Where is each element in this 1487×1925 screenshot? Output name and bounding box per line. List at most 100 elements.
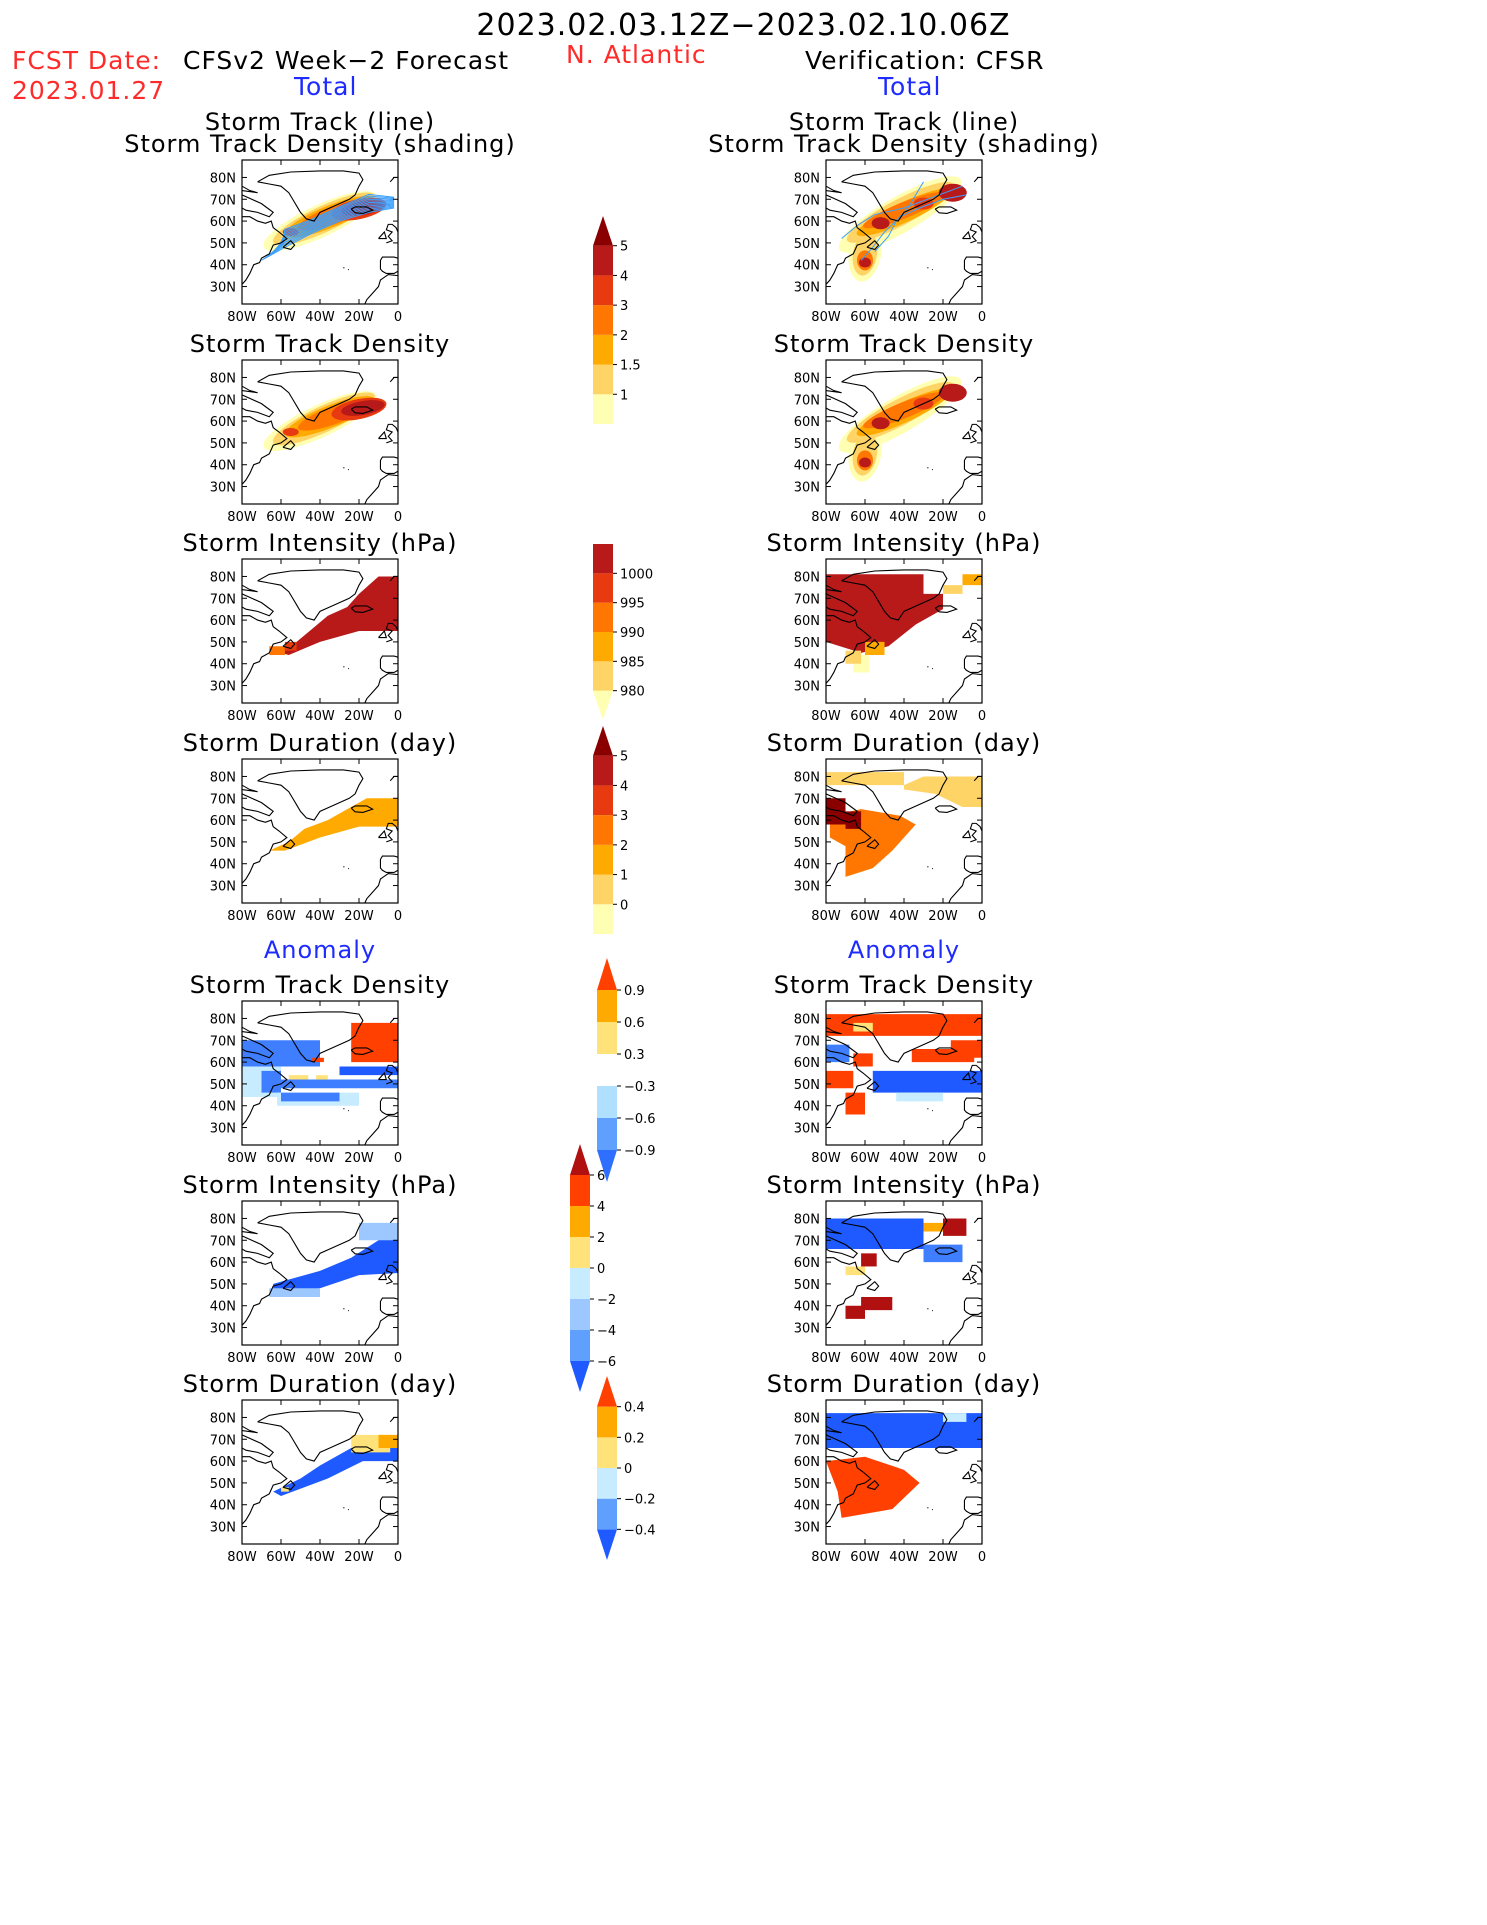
lat-label: 80N [210,1212,236,1227]
lat-label: 50N [794,1078,820,1093]
coastline [257,370,364,422]
lon-label: 40W [889,1550,919,1565]
right-title-track-shading: Storm Track Density (shading) [708,130,1100,158]
coastline [826,1026,842,1035]
right-map-5: 80N 70N 60N 50N 40N 30N 80W 60W 40W 20W 0 [794,1000,986,1166]
lat-label: 80N [210,570,236,585]
coastline [866,239,880,251]
lat-label: 60N [210,1256,236,1271]
lat-label: 80N [794,171,820,186]
left-title-density: Storm Track Density [189,330,451,358]
shade-cell [845,811,862,829]
lon-label: 60W [266,510,296,525]
coastline [282,439,296,451]
colorbar-label: 0 [597,1262,605,1277]
colorbar-swatch [597,1498,617,1530]
left-title-intensity: Storm Intensity (hPa) [182,529,458,557]
lat-label: 70N [210,592,236,607]
coastline [389,1416,398,1423]
coastline [257,569,364,621]
colorbar-arrow [597,1150,617,1182]
coastline [257,1011,364,1063]
lat-label: 40N [794,1100,820,1115]
lat-label: 50N [794,1477,820,1492]
lon-label: 20W [344,310,374,325]
colorbar-label: 5 [620,750,628,765]
coastline [826,216,872,285]
lon-label: 0 [394,909,402,924]
coastline [242,584,258,593]
shade-cell [269,1288,320,1297]
coastline [378,1470,388,1480]
lon-label: 40W [305,909,335,924]
right-map-1: 80N 70N 60N 50N 40N 30N 80W 60W 40W 20W 0 [794,159,986,325]
coastline [242,1026,258,1035]
coastline [257,769,364,821]
coastline [934,406,959,415]
coastline [350,406,375,415]
left-map-5: 80N 70N 60N 50N 40N 30N 80W 60W 40W 20W 0 [210,1000,402,1166]
lon-label: 60W [850,1151,880,1166]
lon-label: 40W [889,510,919,525]
coastline [948,872,982,903]
right-anomaly-label: Anomaly [847,936,961,964]
coastline [962,629,972,639]
coastline [242,1035,275,1059]
lat-label: 60N [794,215,820,230]
coastline [969,223,982,244]
lat-label: 40N [794,1499,820,1514]
colorbar-duration-anom: 0.4 0.2 0 −0.2 −0.4 [597,1376,656,1560]
lon-label: 20W [928,310,958,325]
colorbar-duration-total: 5 4 3 2 1 0 [593,726,628,934]
lat-label: 30N [210,680,236,695]
coastline [969,622,982,643]
coastline [389,1017,398,1024]
coastline [242,416,288,485]
lon-label: 60W [266,909,296,924]
coastline [364,1314,398,1345]
colorbar-label: 0.6 [624,1016,645,1031]
shade-cell [826,574,943,653]
colorbar-label: 2 [620,329,628,344]
coastline [826,1434,859,1458]
colorbar-label: −4 [597,1324,616,1339]
coastline [379,256,398,275]
coastline [963,256,982,275]
shade-cell [269,798,398,851]
coastline [282,239,296,251]
coastline [385,622,398,643]
lon-label: 0 [978,310,986,325]
shade-cell [943,585,963,594]
colorbar-label: 990 [620,626,645,641]
coastline [934,1446,959,1455]
shade-cell [359,1222,398,1241]
lat-label: 50N [210,636,236,651]
coastline [826,815,872,884]
lat-label: 60N [794,1455,820,1470]
colorbar-swatch [597,1406,617,1438]
shade-cell [284,641,297,651]
coastline [969,822,982,843]
colorbar-swatch [593,632,613,662]
lat-label: 70N [794,193,820,208]
lon-label: 40W [305,709,335,724]
lon-label: 80W [227,1151,257,1166]
lon-label: 80W [811,510,841,525]
lon-label: 20W [344,1351,374,1366]
coastline [969,1064,982,1085]
lon-label: 0 [394,510,402,525]
lon-label: 20W [344,510,374,525]
lon-label: 80W [227,1550,257,1565]
coastline [242,185,258,194]
colorbar-arrow [597,958,617,990]
coastline [378,430,388,440]
shade-cell [943,1218,967,1236]
lat-label: 30N [210,481,236,496]
coastline [379,855,398,874]
coastline [242,793,275,817]
coastline [934,605,959,614]
colorbar-label: 6 [597,1169,605,1184]
lat-label: 60N [794,415,820,430]
colorbar-label: 0.9 [624,984,645,999]
colorbar-label: 2 [597,1231,605,1246]
